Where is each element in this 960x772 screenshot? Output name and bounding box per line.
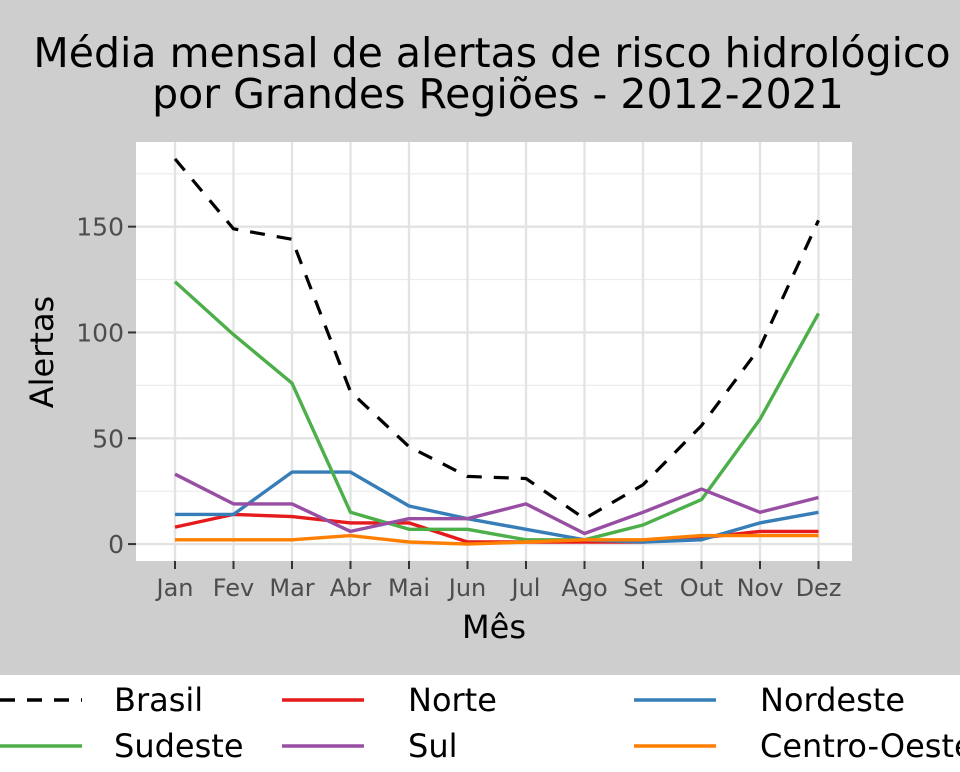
series-line-sudeste — [173, 280, 820, 542]
series-lines — [173, 157, 820, 546]
legend-label-brasil: Brasil — [114, 681, 203, 719]
series-line-sul — [174, 472, 819, 536]
x-tick-label: Fev — [213, 574, 254, 602]
legend-label-sudeste: Sudeste — [114, 727, 244, 765]
y-axis-ticks: 0 50 100 150 — [76, 213, 136, 559]
series-line-centro-oeste — [175, 533, 819, 546]
x-tick-label: Ago — [561, 574, 607, 602]
legend-label-centro-oeste: Centro-Oeste — [760, 727, 960, 765]
x-tick-label: Jun — [447, 574, 487, 602]
plot-panel — [136, 142, 852, 561]
grid-lines — [136, 142, 852, 561]
chart-subtitle: por Grandes Regiões - 2012-2021 — [152, 70, 844, 118]
chart-title: Média mensal de alertas de risco hidroló… — [33, 29, 950, 77]
legend-label-sul: Sul — [408, 727, 457, 765]
legend: Brasil Sudeste Norte Sul Nordeste Centro-Oest… — [0, 681, 960, 765]
x-tick-label: Mai — [388, 574, 430, 602]
x-tick-label: Out — [680, 574, 724, 602]
x-tick-label: Dez — [796, 574, 842, 602]
legend-background — [0, 675, 960, 768]
x-tick-label: Set — [623, 574, 662, 602]
x-axis-label: Mês — [462, 608, 526, 646]
y-tick-label: 150 — [76, 213, 124, 242]
x-tick-label: Jan — [155, 574, 194, 602]
y-tick-label: 100 — [76, 318, 124, 347]
series-line-brasil — [173, 157, 820, 521]
legend-label-nordeste: Nordeste — [760, 681, 905, 719]
y-tick-label: 0 — [108, 530, 124, 559]
x-tick-label: Mar — [269, 574, 314, 602]
x-tick-label: Abr — [330, 574, 372, 602]
y-tick-label: 50 — [92, 424, 124, 453]
y-axis-label: Alertas — [23, 296, 61, 408]
x-tick-label: Jul — [510, 574, 541, 602]
legend-label-norte: Norte — [408, 681, 497, 719]
x-axis-ticks: Jan Fev Mar Abr Mai Jun Jul Ago Set Out Nov Dez — [155, 561, 842, 602]
x-tick-label: Nov — [737, 574, 784, 602]
